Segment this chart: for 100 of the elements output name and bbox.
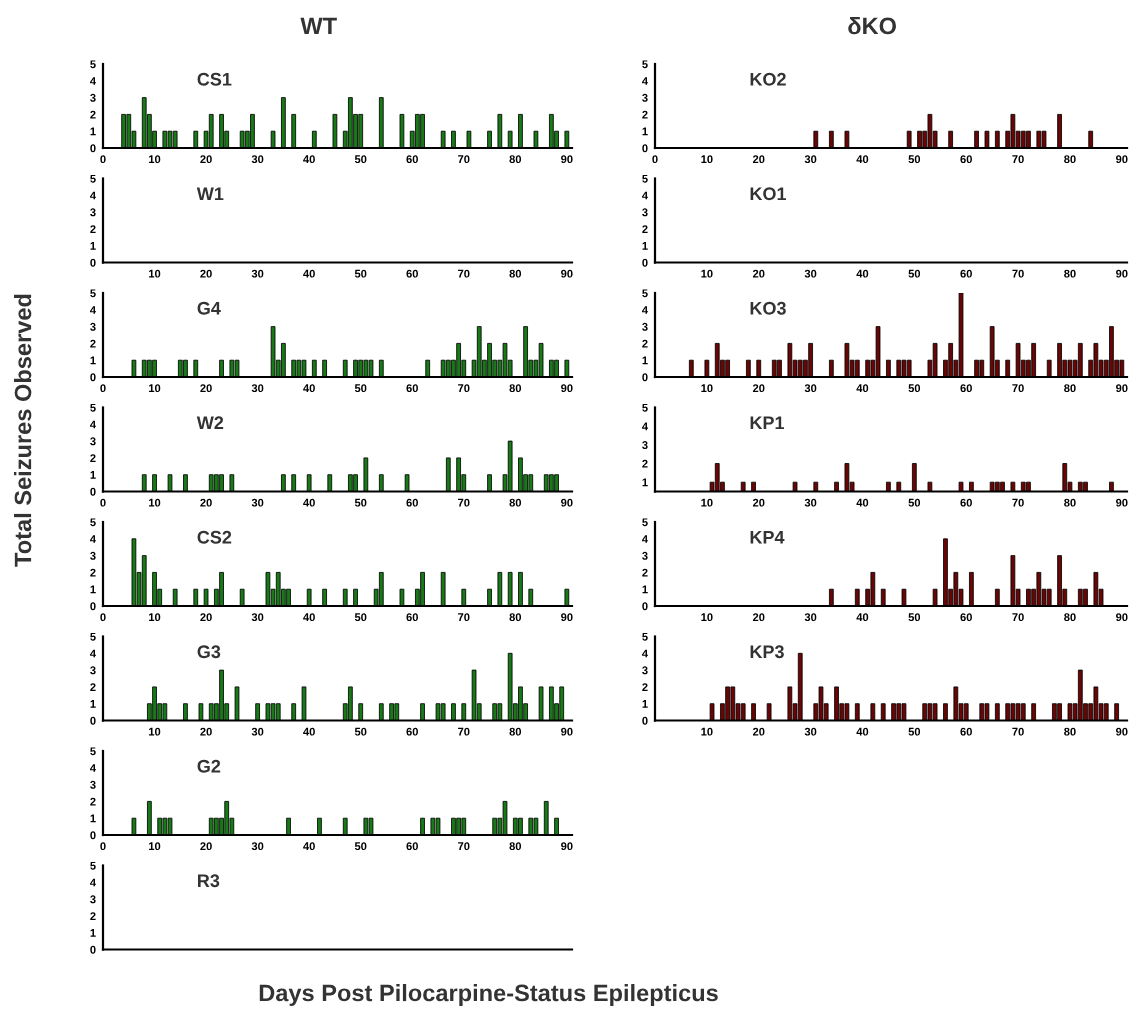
x-tick-label: 80 — [1064, 727, 1076, 736]
x-tick-label: 50 — [908, 155, 921, 164]
y-tick-label: 5 — [642, 403, 648, 412]
x-tick-label: 0 — [100, 613, 106, 622]
x-tick-label: 30 — [251, 842, 264, 851]
x-tick-label: 40 — [303, 155, 315, 164]
y-tick-label: 5 — [642, 174, 648, 183]
y-tick-label: 4 — [90, 764, 96, 772]
x-tick-label: 10 — [149, 613, 161, 622]
y-tick-label: 0 — [90, 831, 96, 840]
x-tick-label: 20 — [200, 498, 212, 507]
x-tick-label: 60 — [960, 498, 972, 507]
y-tick-label: 1 — [642, 356, 648, 365]
x-axis-title: Days Post Pilocarpine-Status Epilepticus — [259, 983, 718, 1007]
chart-title: R3 — [198, 874, 220, 888]
y-tick-label: 0 — [90, 716, 96, 725]
x-tick-label: 70 — [1012, 269, 1024, 278]
y-tick-label: 3 — [90, 322, 96, 331]
x-tick-label: 80 — [1064, 498, 1076, 507]
y-tick-label: 4 — [642, 649, 648, 658]
x-tick-label: 30 — [251, 155, 264, 164]
y-tick-label: 3 — [642, 666, 648, 675]
chart-title: G3 — [197, 645, 221, 659]
x-tick-label: 40 — [303, 842, 315, 851]
x-tick-label: 10 — [149, 155, 161, 164]
x-tick-label: 60 — [406, 842, 418, 851]
y-tick-label: 0 — [642, 716, 648, 725]
x-tick-label: 70 — [458, 613, 470, 622]
y-tick-label: 1 — [642, 700, 648, 708]
x-tick-label: 30 — [804, 384, 817, 393]
y-tick-label: 1 — [90, 127, 96, 136]
y-tick-label: 2 — [90, 568, 96, 577]
x-tick-label: 20 — [200, 727, 212, 736]
x-tick-label: 80 — [509, 269, 522, 278]
y-tick-label: 0 — [642, 258, 648, 267]
y-tick-label: 4 — [642, 422, 648, 431]
x-tick-label: 40 — [856, 269, 869, 278]
y-tick-label: 5 — [642, 518, 648, 527]
y-tick-label: 1 — [90, 585, 96, 594]
y-tick-label: 4 — [90, 420, 96, 429]
x-tick-label: 40 — [856, 384, 869, 393]
y-tick-label: 4 — [642, 77, 648, 85]
y-tick-label: 0 — [90, 144, 96, 153]
y-tick-label: 0 — [90, 373, 96, 382]
y-tick-label: 5 — [642, 289, 648, 298]
y-tick-label: 3 — [642, 441, 648, 449]
x-tick-label: 80 — [1064, 613, 1076, 622]
chart-title: G2 — [197, 759, 221, 773]
x-tick-label: 30 — [804, 613, 817, 622]
y-tick-label: 1 — [642, 127, 648, 136]
y-tick-label: 4 — [642, 306, 648, 314]
x-tick-label: 30 — [804, 269, 817, 278]
x-tick-label: 80 — [1064, 384, 1076, 393]
x-tick-label: 10 — [149, 498, 161, 507]
y-tick-label: 5 — [642, 60, 648, 69]
x-tick-label: 40 — [856, 727, 869, 736]
x-tick-label: 40 — [856, 155, 869, 164]
y-tick-label: 4 — [90, 878, 96, 887]
x-tick-label: 20 — [752, 269, 765, 278]
y-tick-label: 1 — [642, 242, 648, 250]
y-tick-label: 0 — [90, 945, 96, 954]
y-tick-label: 0 — [642, 144, 648, 153]
y-tick-label: 2 — [642, 339, 648, 348]
x-tick-label: 60 — [406, 727, 418, 736]
x-tick-label: 50 — [908, 498, 921, 507]
x-tick-label: 30 — [251, 498, 264, 507]
x-tick-label: 30 — [251, 727, 264, 736]
y-tick-label: 2 — [90, 454, 96, 462]
x-tick-label: 80 — [509, 384, 522, 393]
y-tick-label: 4 — [90, 191, 96, 200]
x-tick-label: 50 — [354, 498, 367, 507]
y-tick-label: 2 — [90, 683, 96, 691]
x-tick-label: 90 — [561, 155, 573, 164]
x-tick-label: 10 — [701, 384, 713, 393]
x-tick-label: 30 — [804, 155, 817, 164]
y-tick-label: 2 — [642, 683, 648, 691]
x-tick-label: 70 — [458, 498, 470, 507]
x-tick-label: 40 — [303, 384, 315, 393]
y-tick-label: 0 — [642, 602, 648, 611]
x-tick-label: 80 — [1064, 269, 1076, 278]
y-tick-label: 2 — [642, 459, 648, 468]
x-tick-label: 50 — [354, 269, 367, 278]
y-tick-label: 3 — [90, 666, 96, 675]
chart-title: KO3 — [750, 301, 786, 315]
x-tick-label: 0 — [100, 498, 106, 507]
chart-title: KP1 — [750, 416, 785, 429]
y-tick-label: 3 — [90, 551, 96, 560]
x-tick-label: 90 — [561, 613, 573, 622]
x-tick-label: 10 — [149, 842, 161, 851]
x-tick-label: 50 — [354, 613, 367, 622]
x-tick-label: 10 — [149, 384, 161, 393]
chart-title: W1 — [196, 187, 224, 200]
x-tick-label: 70 — [1012, 498, 1024, 507]
x-tick-label: 50 — [354, 155, 367, 164]
y-tick-label: 0 — [642, 373, 648, 382]
y-tick-label: 3 — [90, 895, 96, 904]
y-tick-label: 4 — [90, 535, 96, 543]
y-tick-label: 5 — [90, 289, 96, 298]
x-tick-label: 90 — [561, 269, 573, 278]
y-tick-label: 5 — [90, 174, 96, 183]
